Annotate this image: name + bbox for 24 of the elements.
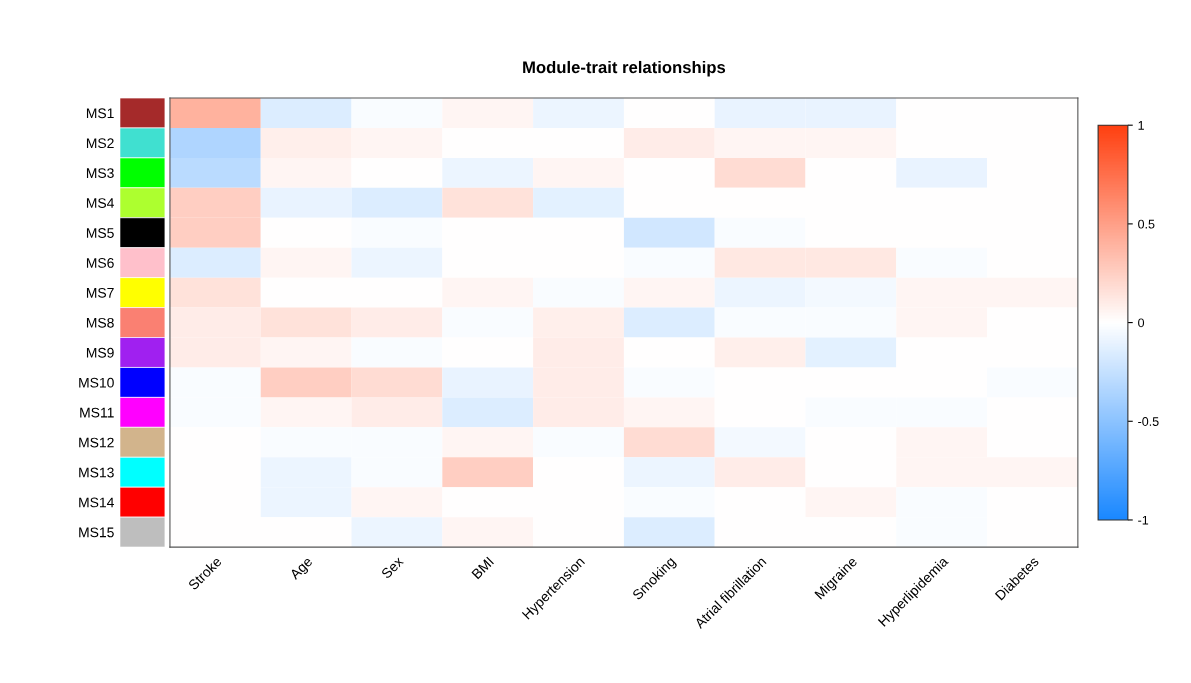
y-tick-label: MS6 <box>86 258 114 268</box>
y-tick-label: MS13 <box>79 467 114 478</box>
y-tick-label: MS1 <box>86 108 114 119</box>
y-tick-label: MS2 <box>86 138 114 149</box>
color-bar-label: -1 <box>1138 515 1149 525</box>
color-bar-label: 0 <box>1138 318 1145 328</box>
y-tick-label: MS11 <box>80 407 114 418</box>
y-tick-label: MS15 <box>79 527 114 538</box>
y-tick-label: MS5 <box>86 228 114 238</box>
color-bar-label: -0.5 <box>1138 417 1159 426</box>
y-tick-label: MS8 <box>86 317 114 328</box>
y-tick-label: MS7 <box>86 287 114 298</box>
x-tick-label: Sex <box>380 555 405 580</box>
x-tick-label: Age <box>289 556 315 583</box>
y-tick-label: MS10 <box>79 377 114 388</box>
y-tick-label: MS12 <box>79 437 114 448</box>
y-tick-label: MS3 <box>86 168 114 179</box>
color-bar-label: 1 <box>1138 121 1144 130</box>
x-tick-label: BMI <box>471 556 494 580</box>
y-tick-label: MS9 <box>86 347 114 358</box>
color-bar-label: 0.5 <box>1138 219 1155 229</box>
chart-title: Module-trait relationships <box>523 60 726 77</box>
y-tick-label: MS14 <box>79 497 114 508</box>
y-tick-label: MS4 <box>86 198 114 208</box>
